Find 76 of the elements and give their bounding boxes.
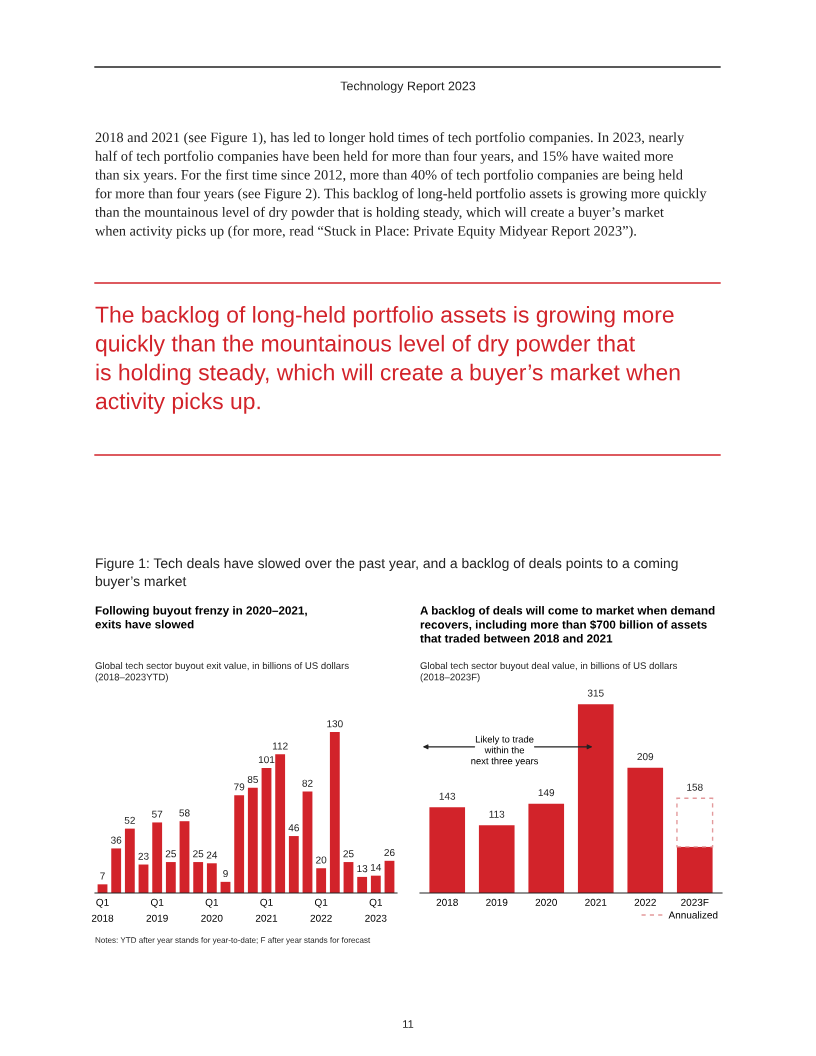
data-label: 20 [316, 856, 327, 864]
x-tick-label: 2022 [634, 898, 656, 906]
data-label: 149 [538, 789, 555, 797]
bar [234, 795, 245, 893]
data-label: 25 [343, 850, 354, 858]
data-label: 9 [223, 870, 228, 878]
x-tick-label: 2019 [486, 898, 508, 906]
bar [111, 848, 122, 893]
legend-label: Annualized [668, 911, 718, 919]
chart-subtitle: Global tech sector buyout exit value, in billions of US dollars (2018–2023YTD) [95, 662, 349, 683]
data-label: 46 [288, 824, 299, 832]
bar [528, 803, 565, 893]
x-tick-label: Q1 2022 [310, 898, 332, 922]
x-tick-label: Q1 2019 [146, 898, 168, 922]
x-tick-label: Q1 2020 [201, 898, 223, 922]
bar [676, 797, 714, 848]
data-label: 36 [111, 836, 122, 844]
data-label: 315 [587, 689, 604, 697]
bar [152, 822, 163, 893]
data-label: 7 [100, 872, 105, 880]
total-label: 158 [687, 783, 703, 791]
data-label: 113 [489, 810, 505, 818]
data-label: 79 [234, 783, 245, 791]
bar [124, 828, 135, 893]
data-label: 58 [179, 809, 190, 817]
bar [329, 732, 340, 893]
data-label: 25 [193, 850, 204, 858]
text: Technology Report 2023 [340, 81, 476, 93]
data-label: 24 [206, 851, 218, 859]
x-tick-label: 2018 [436, 898, 458, 906]
bar [275, 754, 286, 893]
caption: Figure 1: Tech deals have slowed over the past year, and a backlog of deals points to a coming buyer’s market [95, 558, 678, 589]
bar [676, 846, 713, 893]
data-label: 26 [384, 848, 395, 857]
x-tick-label: Q1 2021 [255, 898, 278, 922]
bar [179, 821, 190, 893]
bar [193, 862, 204, 893]
data-label: 25 [165, 850, 176, 858]
data-label: 23 [138, 852, 149, 860]
bar [429, 807, 466, 893]
data-label: 85 [247, 775, 258, 784]
bar [261, 767, 272, 893]
data-label: 52 [124, 816, 135, 824]
bar [302, 791, 313, 893]
data-label: 14 [371, 863, 382, 871]
data-label: 13 [357, 865, 368, 873]
data-label: 57 [152, 810, 163, 818]
x-tick-label: Q1 2018 [91, 898, 114, 922]
annotation: Likely to trade within the next three years [471, 735, 539, 767]
text: The backlog of long-held portfolio assets is growing more quickly than the mountainous level of dry powder that is holding steady, which will create a buyer’s market when activity picks up. [95, 306, 680, 414]
bar [316, 868, 327, 893]
bar [247, 787, 258, 893]
x-tick-label: 2020 [535, 898, 557, 906]
bar [288, 836, 299, 893]
text: 2018 and 2021 (see Figure 1), has led to longer hold times of tech portfolio companies. In 2023, nearly half of tech portfolio companies have been held for more than four years, and 15% have waited more than six years. For the first time since 2012, more than 40% of tech portfolio companies are being held for more than four years (see Figure 2). This backlog of long-held portfolio assets is growing more quickly than the mountainous level of dry powder that is holding steady, which will create a buyer’s market when activity picks up (for more, read “Stuck in Place: Private Equity Midyear Report 2023”). [95, 132, 707, 239]
bar [627, 767, 664, 893]
chart-title: A backlog of deals will come to market when demand recovers, including more than $700 billion of assets that traded between 2018 and 2021 [420, 606, 715, 643]
text: Notes: YTD after year stands for year-to-date; F after year stands for forecast [95, 937, 371, 945]
x-tick-label: 2023F [681, 898, 709, 906]
bar [165, 862, 176, 893]
bar [370, 875, 381, 893]
chart-subtitle: Global tech sector buyout deal value, in billions of US dollars (2018–2023F) [420, 662, 677, 683]
data-label: 143 [439, 792, 456, 800]
data-label: 101 [258, 756, 275, 764]
x-tick-label: Q1 2023 [365, 898, 387, 922]
text: 11 [403, 1020, 414, 1028]
data-label: 82 [302, 779, 313, 787]
bar [478, 825, 515, 893]
bar [577, 704, 614, 893]
bar [206, 863, 217, 893]
data-label: 130 [327, 720, 343, 728]
x-tick-label: 2021 [585, 898, 607, 906]
data-label: 112 [272, 742, 288, 750]
data-label: 209 [637, 753, 654, 761]
bar [357, 876, 368, 893]
chart-title: Following buyout frenzy in 2020–2021, exits have slowed [95, 606, 307, 629]
